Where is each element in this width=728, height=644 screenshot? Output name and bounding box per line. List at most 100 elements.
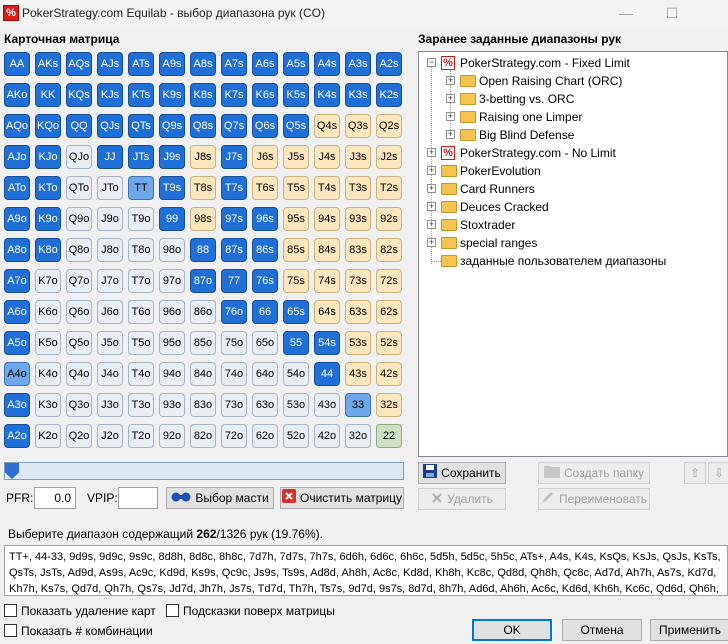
hand-cell-87o[interactable]: 87o xyxy=(190,269,216,293)
hand-cell-KQs[interactable]: KQs xyxy=(66,83,92,107)
hand-cell-A9s[interactable]: A9s xyxy=(159,52,185,76)
hand-cell-52s[interactable]: 52s xyxy=(376,331,402,355)
hand-cell-65o[interactable]: 65o xyxy=(252,331,278,355)
hand-cell-J7o[interactable]: J7o xyxy=(97,269,123,293)
hand-cell-94s[interactable]: 94s xyxy=(314,207,340,231)
hand-cell-T8o[interactable]: T8o xyxy=(128,238,154,262)
hand-cell-42o[interactable]: 42o xyxy=(314,424,340,448)
hand-cell-K9s[interactable]: K9s xyxy=(159,83,185,107)
hand-cell-J8s[interactable]: J8s xyxy=(190,145,216,169)
hand-cell-75s[interactable]: 75s xyxy=(283,269,309,293)
hand-cell-88[interactable]: 88 xyxy=(190,238,216,262)
hand-cell-KK[interactable]: KK xyxy=(35,83,61,107)
hand-cell-Q2s[interactable]: Q2s xyxy=(376,114,402,138)
hand-cell-94o[interactable]: 94o xyxy=(159,362,185,386)
hand-cell-96o[interactable]: 96o xyxy=(159,300,185,324)
hand-cell-QQ[interactable]: QQ xyxy=(66,114,92,138)
show-card-removal-checkbox[interactable]: Показать удаление карт xyxy=(4,604,156,618)
hand-cell-63o[interactable]: 63o xyxy=(252,393,278,417)
tree-item[interactable]: заданные пользователем диапазоны xyxy=(419,252,727,270)
hand-cell-T4o[interactable]: T4o xyxy=(128,362,154,386)
hand-cell-A2o[interactable]: A2o xyxy=(4,424,30,448)
hand-cell-85o[interactable]: 85o xyxy=(190,331,216,355)
hand-cell-K7s[interactable]: K7s xyxy=(221,83,247,107)
hand-cell-QJs[interactable]: QJs xyxy=(97,114,123,138)
hand-cell-63s[interactable]: 63s xyxy=(345,300,371,324)
hand-cell-43s[interactable]: 43s xyxy=(345,362,371,386)
hand-cell-JTs[interactable]: JTs xyxy=(128,145,154,169)
hand-cell-64o[interactable]: 64o xyxy=(252,362,278,386)
hand-cell-J8o[interactable]: J8o xyxy=(97,238,123,262)
hand-cell-42s[interactable]: 42s xyxy=(376,362,402,386)
hand-cell-62s[interactable]: 62s xyxy=(376,300,402,324)
expand-icon[interactable]: + xyxy=(427,165,436,175)
hand-cell-J9o[interactable]: J9o xyxy=(97,207,123,231)
hand-cell-A4s[interactable]: A4s xyxy=(314,52,340,76)
hand-cell-95o[interactable]: 95o xyxy=(159,331,185,355)
hand-cell-87s[interactable]: 87s xyxy=(221,238,247,262)
hand-cell-Q8o[interactable]: Q8o xyxy=(66,238,92,262)
hand-cell-73s[interactable]: 73s xyxy=(345,269,371,293)
hand-cell-AQo[interactable]: AQo xyxy=(4,114,30,138)
hand-cell-T5o[interactable]: T5o xyxy=(128,331,154,355)
hand-cell-J3s[interactable]: J3s xyxy=(345,145,371,169)
hand-cell-K3s[interactable]: K3s xyxy=(345,83,371,107)
hand-cell-52o[interactable]: 52o xyxy=(283,424,309,448)
hand-cell-82s[interactable]: 82s xyxy=(376,238,402,262)
hand-cell-86o[interactable]: 86o xyxy=(190,300,216,324)
hand-cell-K4s[interactable]: K4s xyxy=(314,83,340,107)
hand-cell-K6o[interactable]: K6o xyxy=(35,300,61,324)
hand-cell-95s[interactable]: 95s xyxy=(283,207,309,231)
hand-cell-64s[interactable]: 64s xyxy=(314,300,340,324)
hand-cell-98o[interactable]: 98o xyxy=(159,238,185,262)
tree-item[interactable]: + Deuces Cracked xyxy=(419,198,727,216)
save-button[interactable]: Сохранить xyxy=(418,462,506,484)
expand-icon[interactable]: + xyxy=(427,219,436,229)
hand-cell-T4s[interactable]: T4s xyxy=(314,176,340,200)
hand-list-text[interactable]: TT+, 44-33, 9d9s, 9d9c, 9s9c, 8d8h, 8d8c… xyxy=(4,545,728,596)
expand-icon[interactable]: + xyxy=(427,201,436,211)
hand-cell-92s[interactable]: 92s xyxy=(376,207,402,231)
hand-cell-93o[interactable]: 93o xyxy=(159,393,185,417)
hand-cell-72o[interactable]: 72o xyxy=(221,424,247,448)
expand-icon[interactable]: + xyxy=(446,111,455,121)
hand-cell-T8s[interactable]: T8s xyxy=(190,176,216,200)
hand-cell-K8s[interactable]: K8s xyxy=(190,83,216,107)
hand-cell-T3o[interactable]: T3o xyxy=(128,393,154,417)
hand-cell-Q6s[interactable]: Q6s xyxy=(252,114,278,138)
hand-cell-JJ[interactable]: JJ xyxy=(97,145,123,169)
vpip-input[interactable] xyxy=(118,487,158,509)
apply-button[interactable]: Применить xyxy=(650,619,728,641)
checkbox-box[interactable] xyxy=(4,604,17,617)
hand-cell-75o[interactable]: 75o xyxy=(221,331,247,355)
tree-item[interactable]: −% PokerStrategy.com - Fixed Limit xyxy=(419,54,727,72)
hand-cell-A3s[interactable]: A3s xyxy=(345,52,371,76)
expand-icon[interactable]: + xyxy=(427,183,436,193)
ok-button[interactable]: OK xyxy=(472,619,552,641)
hand-cell-AA[interactable]: AA xyxy=(4,52,30,76)
hand-cell-J7s[interactable]: J7s xyxy=(221,145,247,169)
hand-cell-Q9s[interactable]: Q9s xyxy=(159,114,185,138)
hand-cell-76o[interactable]: 76o xyxy=(221,300,247,324)
expand-icon[interactable]: + xyxy=(427,237,436,247)
hand-cell-Q6o[interactable]: Q6o xyxy=(66,300,92,324)
slider-thumb[interactable] xyxy=(5,463,19,479)
move-up-button[interactable]: ⇧ xyxy=(684,462,706,484)
hand-cell-K2s[interactable]: K2s xyxy=(376,83,402,107)
hand-cell-T2o[interactable]: T2o xyxy=(128,424,154,448)
tree-item[interactable]: + Open Raising Chart (ORC) xyxy=(419,72,727,90)
hand-cell-JTo[interactable]: JTo xyxy=(97,176,123,200)
maximize-button[interactable]: ☐ xyxy=(665,5,679,21)
hand-cell-KJs[interactable]: KJs xyxy=(97,83,123,107)
pfr-input[interactable] xyxy=(34,487,76,509)
hand-cell-J3o[interactable]: J3o xyxy=(97,393,123,417)
hand-cell-AJs[interactable]: AJs xyxy=(97,52,123,76)
hand-cell-66[interactable]: 66 xyxy=(252,300,278,324)
hand-cell-Q9o[interactable]: Q9o xyxy=(66,207,92,231)
tree-item[interactable]: + special ranges xyxy=(419,234,727,252)
hand-cell-85s[interactable]: 85s xyxy=(283,238,309,262)
hand-cell-Q7s[interactable]: Q7s xyxy=(221,114,247,138)
hand-cell-22[interactable]: 22 xyxy=(376,424,402,448)
hand-cell-J9s[interactable]: J9s xyxy=(159,145,185,169)
hand-cell-Q7o[interactable]: Q7o xyxy=(66,269,92,293)
